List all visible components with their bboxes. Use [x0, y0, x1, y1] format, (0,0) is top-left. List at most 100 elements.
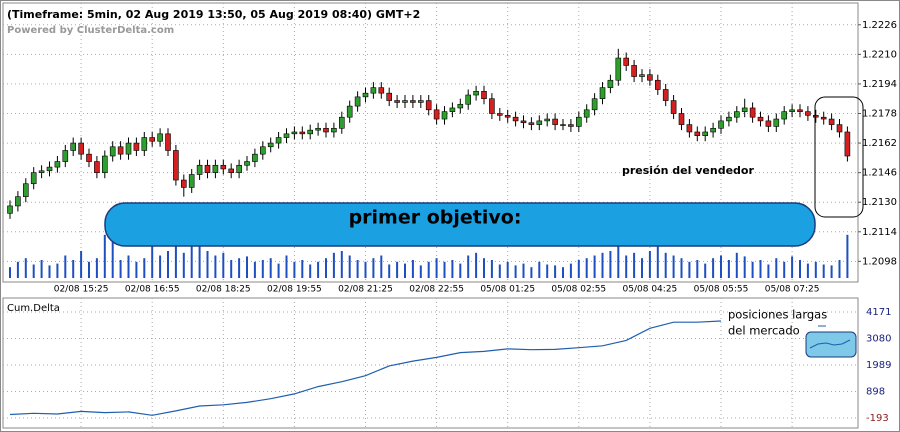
volume-bar — [95, 258, 98, 278]
candle-body — [749, 107, 756, 118]
candle-body — [481, 91, 487, 100]
candle-body — [607, 79, 614, 88]
y-tick-label: 3080 — [866, 334, 891, 345]
candle-body — [520, 120, 527, 124]
volume-bar — [443, 261, 446, 278]
candle-body — [710, 127, 716, 133]
candle-body — [583, 109, 590, 118]
volume-bar — [198, 222, 201, 278]
candle-body — [323, 127, 329, 133]
candle-body — [741, 107, 748, 112]
candle-body — [212, 164, 219, 173]
volume-bar — [388, 264, 391, 278]
candle-body — [410, 100, 416, 103]
volume-bar — [727, 260, 730, 278]
volume-bar — [372, 258, 375, 278]
x-tick-label: 02/08 19:55 — [267, 285, 322, 295]
candle-body — [441, 111, 448, 120]
volume-bar — [111, 231, 114, 278]
candle-body — [433, 109, 440, 120]
delta-title: Cum.Delta — [7, 303, 60, 314]
volume-bar — [32, 264, 35, 278]
decor — [809, 339, 851, 349]
volume-bar — [277, 263, 280, 278]
candle-body — [552, 118, 558, 125]
volume-bar — [40, 260, 43, 278]
candle-body — [568, 124, 574, 127]
volume-bar — [822, 264, 825, 278]
candle-body — [7, 205, 13, 214]
volume-bar — [48, 265, 51, 278]
volume-bar — [269, 258, 272, 278]
volume-bar — [814, 261, 817, 278]
candle-body — [149, 137, 155, 142]
volume-bar — [593, 255, 596, 278]
volume-bar — [562, 267, 564, 278]
volume-bar — [119, 260, 122, 278]
volume-bar — [253, 261, 256, 278]
candle-body — [631, 65, 637, 77]
volume-bar — [514, 265, 517, 278]
volume-bar — [625, 255, 628, 278]
candle-body — [694, 131, 701, 136]
volume-bar — [332, 252, 335, 278]
y-tick-label: -193 — [866, 413, 889, 424]
y-tick-label: 1.2146 — [862, 168, 897, 179]
volume-bar — [64, 255, 67, 278]
candle-body — [22, 183, 29, 197]
candle-body — [196, 164, 203, 175]
candle-body — [315, 127, 321, 131]
candle-body — [62, 150, 69, 162]
candle-body — [757, 116, 764, 122]
volume-bar — [309, 264, 312, 278]
candle-body — [560, 124, 566, 126]
x-tick-label: 02/08 15:25 — [54, 285, 109, 295]
volume-bar — [743, 256, 746, 278]
delta-panel — [2, 297, 859, 429]
y-tick-label: 1.2178 — [862, 109, 897, 120]
volume-bar — [830, 265, 833, 278]
volume-bar — [656, 224, 659, 278]
candle-body — [528, 122, 535, 125]
candle-body — [46, 166, 53, 172]
candle-body — [181, 179, 187, 188]
candle-body — [299, 131, 306, 135]
highlight-box — [814, 96, 864, 218]
volume-bar — [238, 258, 241, 278]
candle-body — [370, 87, 377, 94]
volume-bar — [475, 252, 478, 278]
volume-bar — [230, 260, 233, 278]
x-tick-label: 02/08 21:25 — [338, 285, 393, 295]
candle-body — [489, 98, 495, 114]
candle-body — [54, 161, 61, 168]
candle-body — [394, 100, 400, 103]
volume-bar — [214, 255, 217, 278]
candle-body — [133, 142, 140, 151]
volume-bar — [704, 263, 707, 278]
delta-line — [9, 320, 722, 416]
volume-bar — [459, 263, 462, 278]
y-tick-label: 1.2162 — [862, 138, 897, 149]
marks — [7, 48, 851, 416]
volume-bar — [364, 261, 367, 278]
volume-bar — [569, 263, 572, 278]
volume-bar — [648, 251, 651, 278]
candle-body — [536, 120, 543, 125]
x-tick-label: 02/08 22:55 — [409, 285, 464, 295]
volume-bar — [451, 260, 454, 278]
candle-body — [228, 168, 234, 173]
candle-body — [805, 111, 811, 116]
candle-body — [828, 118, 835, 125]
volume-bar — [799, 260, 801, 278]
candle-body — [449, 107, 456, 112]
volume-bar — [151, 242, 154, 278]
candle-body — [220, 164, 227, 170]
volume-bar — [127, 255, 130, 278]
volume-bar — [427, 261, 430, 278]
candle-body — [615, 57, 622, 81]
candle-body — [797, 109, 803, 112]
chart-title: (Timeframe: 5min, 02 Aug 2019 13:50, 05 … — [7, 8, 420, 21]
volume-bar — [530, 267, 533, 278]
volume-bar — [601, 252, 604, 278]
